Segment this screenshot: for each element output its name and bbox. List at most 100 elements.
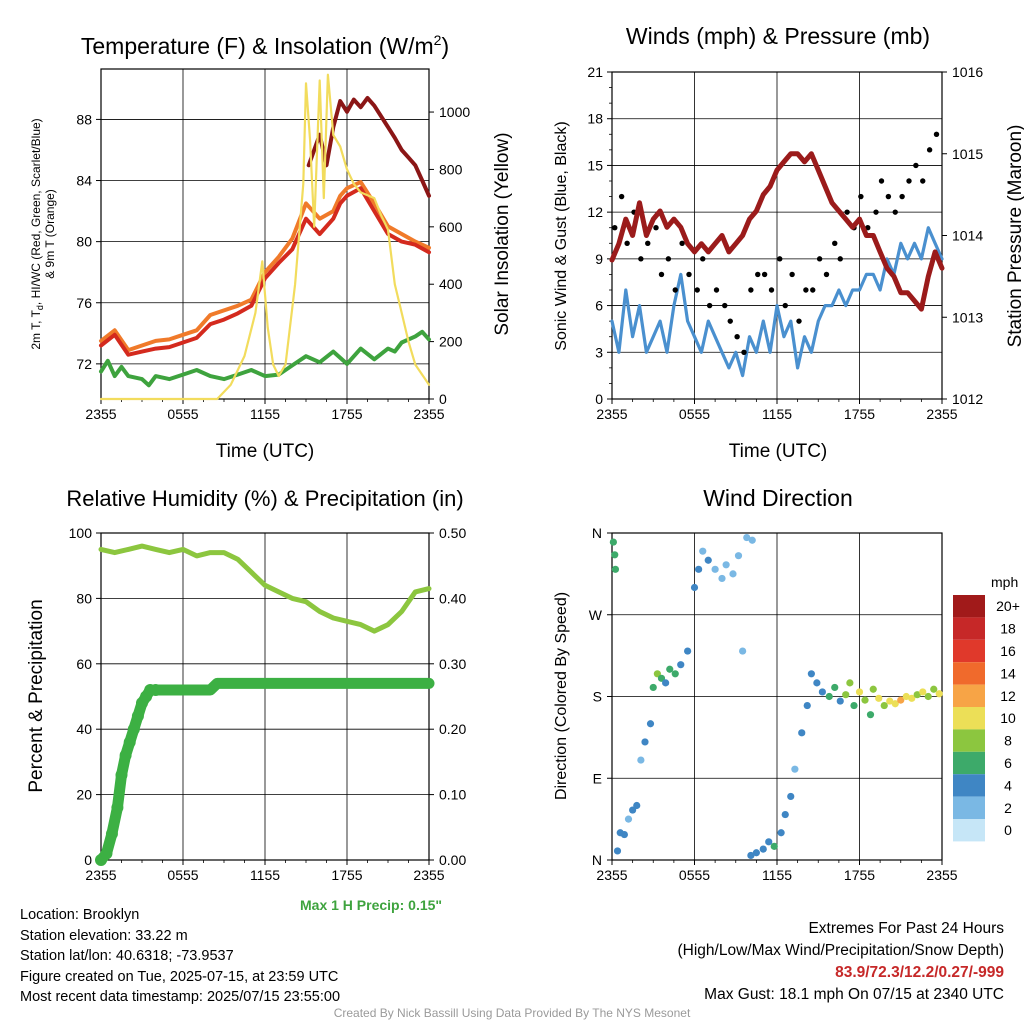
gust-point (810, 287, 816, 293)
y2-tick-label: 400 (439, 276, 463, 292)
gust-point (789, 271, 795, 278)
gust-point (624, 240, 630, 246)
gust-point (926, 147, 933, 153)
direction-point (649, 683, 657, 692)
gust-point (777, 256, 783, 262)
y-tick-label: 12 (587, 204, 603, 220)
gust-point (933, 131, 940, 137)
gust-point (782, 302, 788, 309)
y2-tick-label: 1013 (952, 309, 983, 325)
direction-point (611, 565, 620, 573)
direction-point (930, 685, 938, 693)
extremes-title: Extremes For Past 24 Hours (808, 920, 1004, 937)
colorbar-label: 12 (1000, 688, 1016, 704)
direction-point (752, 849, 760, 857)
gust-point (768, 287, 775, 293)
y-tick-label: 9 (595, 251, 603, 267)
gust-point (892, 209, 898, 215)
direction-point (671, 670, 679, 678)
direction-point (711, 565, 719, 573)
gust-point (844, 209, 850, 215)
y2-tick-label: 0 (439, 391, 447, 407)
y-tick-label: 80 (76, 590, 92, 606)
gust-point (873, 209, 879, 215)
y-tick-label: 3 (595, 344, 603, 360)
max-precip-annotation: Max 1 H Precip: 0.15" (300, 897, 443, 913)
x-tick-label: 0555 (167, 867, 198, 883)
direction-point (743, 533, 751, 542)
x-tick-label: 2355 (926, 406, 957, 422)
gust-point (679, 240, 685, 246)
gust-point (899, 193, 905, 200)
gust-point (727, 318, 733, 324)
y-tick-label: 40 (76, 721, 92, 737)
y-tick-label: 72 (76, 356, 92, 372)
y-tick-label: 88 (76, 111, 92, 127)
direction-point (729, 570, 737, 578)
latlon-text: Station lat/lon: 40.6318; -73.9537 (20, 948, 234, 964)
colorbar-label: 14 (1000, 665, 1016, 681)
direction-point (637, 756, 645, 764)
y2-tick-label: 1014 (952, 228, 983, 244)
direction-point (791, 765, 799, 773)
station-info: Location: Brooklyn Station elevation: 33… (20, 905, 340, 1008)
series-t9m (99, 180, 431, 353)
panel-rh: 2355 0555 1155 1755 23550204060801000.000.10… (26, 486, 466, 883)
x-tick-label: 2355 (85, 867, 116, 883)
precip-point (105, 827, 118, 840)
direction-point (850, 701, 858, 710)
gust-point (694, 287, 700, 293)
y-tick-label: 60 (76, 656, 92, 672)
colorbar-swatch (953, 662, 985, 685)
credit-text: Created By Nick Bassill Using Data Provi… (333, 1006, 691, 1020)
direction-point (613, 847, 622, 855)
y-tick-label: 20 (76, 787, 92, 803)
chart-title: Wind Direction (703, 485, 853, 511)
direction-point (611, 551, 619, 559)
panel-wind: 2355 0555 1155 1755 235503691215182110121013… (553, 23, 1024, 462)
y2-tick-label: 1016 (952, 64, 983, 80)
direction-point (770, 842, 778, 850)
y-tick-label: 18 (587, 111, 603, 127)
y2-tick-label: 600 (439, 219, 463, 235)
x-tick-label: 0555 (679, 867, 710, 883)
gust-point (913, 162, 919, 169)
colorbar-swatch (953, 595, 985, 618)
colorbar-swatch (953, 774, 985, 797)
y-tick-label: 0 (595, 391, 603, 407)
y-tick-label: 0 (84, 852, 92, 868)
direction-point (787, 792, 795, 801)
direction-point (880, 701, 888, 710)
y-axis-label-line2: & 9m T (Orange) (43, 189, 57, 279)
y2-tick-label: 0.50 (439, 525, 466, 541)
x-tick-label: 1155 (250, 406, 280, 422)
colorbar-label: 10 (1000, 710, 1016, 726)
y-axis-label: 2m T, Td, HI/WC (Red, Green, Scarlet/Blu… (29, 118, 45, 349)
direction-point (935, 690, 943, 698)
direction-point (624, 815, 633, 823)
series-insolation (99, 73, 431, 401)
colorbar-label: 2 (1004, 800, 1012, 816)
x-axis-label: Time (UTC) (216, 441, 315, 462)
x-tick-label: 1755 (844, 406, 875, 422)
y-tick-label: N (592, 525, 602, 541)
colorbar-label: 8 (1004, 733, 1012, 749)
direction-point (831, 683, 839, 692)
extremes-subtitle: (High/Low/Max Wind/Precipitation/Snow De… (677, 942, 1005, 959)
x-tick-label: 2355 (85, 406, 116, 422)
direction-point (924, 692, 932, 701)
direction-point (836, 697, 844, 705)
x-tick-label: 0555 (167, 406, 198, 422)
extremes-values: 83.9/72.3/12.2/0.27/-999 (835, 964, 1004, 981)
gust-point (755, 271, 761, 278)
direction-point (666, 665, 674, 673)
y-tick-label: N (592, 852, 602, 868)
gust-point (748, 287, 754, 293)
x-tick-label: 1755 (331, 867, 362, 883)
precip-point (119, 749, 132, 762)
gust-point (734, 334, 740, 340)
created-text: Figure created on Tue, 2025-07-15, at 23… (20, 968, 339, 985)
direction-point (798, 729, 806, 737)
colorbar-swatch (953, 751, 985, 775)
y2-tick-label: 800 (439, 161, 463, 177)
